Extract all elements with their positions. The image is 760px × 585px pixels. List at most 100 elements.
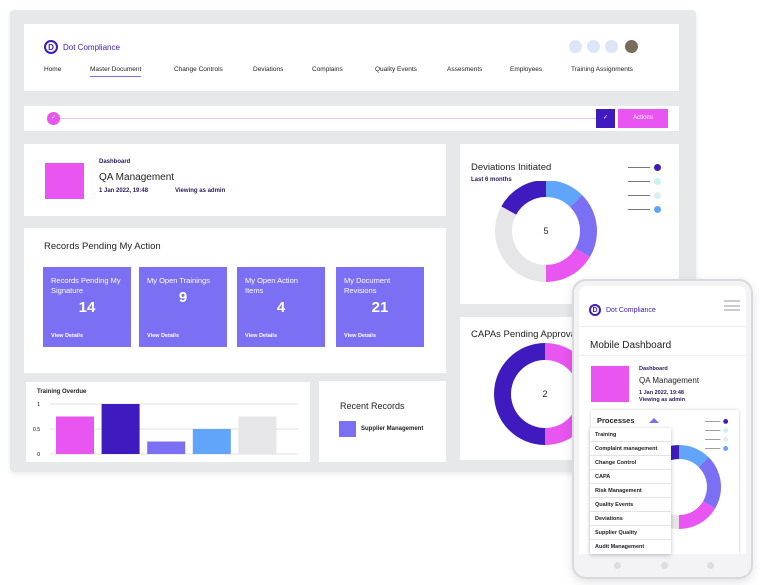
hamburger-menu-icon[interactable] bbox=[724, 300, 740, 311]
donut-segment bbox=[679, 501, 716, 529]
tile-open-trainings[interactable]: My Open Trainings 9 View Details bbox=[139, 267, 227, 347]
divider bbox=[579, 326, 746, 327]
deviations-card: Deviations Initiated Last 6 months 5 bbox=[460, 144, 679, 304]
legend-dot bbox=[654, 206, 661, 213]
nav-quality-events[interactable]: Quality Events bbox=[375, 66, 417, 73]
menu-item-quality-events[interactable]: Quality Events bbox=[590, 498, 671, 512]
menu-item-risk-management[interactable]: Risk Management bbox=[590, 484, 671, 498]
tile-label: Records Pending My Signature bbox=[51, 276, 121, 295]
menu-item-change-control[interactable]: Change Control bbox=[590, 456, 671, 470]
nav-assesments[interactable]: Assesments bbox=[447, 66, 483, 73]
mobile-qa-title: QA Management bbox=[639, 376, 700, 385]
top-header: D Dot Compliance Home Master Document Ch… bbox=[24, 24, 679, 91]
chart-title: Training Overdue bbox=[37, 389, 87, 395]
training-overdue-card: Training Overdue 0 0.5 1 bbox=[26, 382, 310, 462]
help-icon[interactable] bbox=[605, 40, 618, 53]
donut-segment bbox=[501, 181, 546, 215]
confirm-check-button[interactable]: ✓ bbox=[596, 109, 615, 128]
notification-icon[interactable] bbox=[569, 40, 582, 53]
tile-label: My Open Trainings bbox=[147, 276, 210, 285]
legend-dot bbox=[654, 178, 661, 185]
nav-training-assignments[interactable]: Training Assignments bbox=[571, 66, 633, 73]
mobile-viewing-as: Viewing as admin bbox=[639, 397, 686, 403]
tile-document-revisions[interactable]: My Document Revisions 21 View Details bbox=[336, 267, 424, 347]
y-tick-label: 1 bbox=[37, 402, 40, 408]
brand-name: Dot Compliance bbox=[63, 42, 120, 52]
settings-icon[interactable] bbox=[587, 40, 600, 53]
legend-item bbox=[628, 192, 661, 199]
actions-button[interactable]: Actions bbox=[618, 109, 668, 128]
bar bbox=[101, 404, 140, 454]
processes-menu: Training Complaint management Change Con… bbox=[590, 428, 671, 554]
legend-dot bbox=[654, 192, 661, 199]
processes-dropdown[interactable]: Processes bbox=[597, 416, 635, 425]
user-avatar[interactable] bbox=[625, 40, 638, 53]
legend-dot bbox=[723, 437, 729, 442]
legend-line bbox=[705, 429, 721, 431]
bar bbox=[56, 416, 94, 454]
chevron-up-icon[interactable] bbox=[649, 418, 659, 423]
training-overdue-chart: 00.51 bbox=[33, 402, 298, 458]
legend-item bbox=[705, 446, 729, 451]
dashboard-thumbnail bbox=[45, 163, 84, 199]
menu-item-supplier-quality[interactable]: Supplier Quality bbox=[590, 526, 671, 540]
tile-count: 21 bbox=[371, 299, 389, 316]
bar bbox=[192, 429, 231, 454]
nav-master-document[interactable]: Master Document bbox=[90, 66, 142, 77]
view-details-link[interactable]: View Details bbox=[147, 333, 179, 339]
deviations-donut bbox=[495, 181, 597, 282]
step-check-icon[interactable]: ✓ bbox=[47, 112, 60, 125]
nav-employees[interactable]: Employees bbox=[510, 66, 543, 73]
view-details-link[interactable]: View Details bbox=[344, 333, 376, 339]
brand-name: Dot Compliance bbox=[606, 306, 656, 314]
legend-line bbox=[628, 166, 650, 169]
workflow-bar: ✓ ✓ Actions bbox=[24, 106, 679, 131]
legend-item bbox=[705, 419, 729, 424]
menu-item-complaint-management[interactable]: Complaint management bbox=[590, 442, 671, 456]
nav-dot bbox=[707, 562, 714, 569]
donut-segment bbox=[494, 343, 545, 445]
donut-segment bbox=[546, 248, 590, 282]
deviations-title: Deviations Initiated bbox=[471, 162, 552, 173]
view-details-link[interactable]: View Details bbox=[51, 333, 83, 339]
deviations-count: 5 bbox=[543, 226, 549, 236]
menu-item-deviations[interactable]: Deviations bbox=[590, 512, 671, 526]
mobile-dashboard-label: Dashboard bbox=[639, 366, 668, 372]
legend-item bbox=[705, 437, 729, 442]
tile-label: My Document Revisions bbox=[344, 276, 391, 295]
workflow-line bbox=[54, 118, 599, 119]
records-pending-card: Records Pending My Action Records Pendin… bbox=[24, 228, 446, 373]
y-tick-label: 0.5 bbox=[33, 427, 40, 433]
nav-home[interactable]: Home bbox=[44, 66, 62, 73]
donut-segment bbox=[698, 457, 721, 509]
dashboard-datetime: 1 Jan 2022, 19:48 bbox=[99, 188, 149, 194]
nav-complains[interactable]: Complains bbox=[312, 66, 343, 73]
tile-open-action-items[interactable]: My Open Action Items 4 View Details bbox=[237, 267, 325, 347]
legend-dot bbox=[723, 446, 729, 451]
mobile-brand-logo[interactable]: D Dot Compliance bbox=[589, 304, 656, 316]
nav-change-controls[interactable]: Change Controls bbox=[174, 66, 223, 73]
bar bbox=[147, 441, 186, 454]
records-pending-title: Records Pending My Action bbox=[44, 241, 161, 252]
mobile-datetime: 1 Jan 2022, 19:48 bbox=[639, 390, 684, 396]
viewing-as: Viewing as admin bbox=[175, 188, 226, 194]
mobile-screen: D Dot Compliance Mobile Dashboard Dashbo… bbox=[579, 286, 746, 554]
legend-dot bbox=[723, 428, 729, 433]
legend-item bbox=[628, 178, 661, 185]
menu-item-audit-management[interactable]: Audit Management bbox=[595, 544, 645, 550]
nav-dot bbox=[614, 562, 621, 569]
menu-item-training[interactable]: Training bbox=[590, 428, 671, 442]
recent-record-item[interactable]: Supplier Management bbox=[361, 426, 424, 432]
nav-deviations[interactable]: Deviations bbox=[253, 66, 284, 73]
brand-logo[interactable]: D Dot Compliance bbox=[44, 40, 120, 54]
nav-dot bbox=[661, 562, 668, 569]
legend-item bbox=[705, 428, 729, 433]
menu-item-capa[interactable]: CAPA bbox=[590, 470, 671, 484]
y-tick-label: 0 bbox=[37, 452, 40, 458]
record-color-icon bbox=[339, 421, 356, 437]
legend-line bbox=[705, 420, 721, 422]
donut-segment bbox=[679, 445, 709, 468]
recent-records-title: Recent Records bbox=[340, 401, 405, 411]
tile-pending-signature[interactable]: Records Pending My Signature 14 View Detai… bbox=[43, 267, 131, 347]
view-details-link[interactable]: View Details bbox=[245, 333, 277, 339]
